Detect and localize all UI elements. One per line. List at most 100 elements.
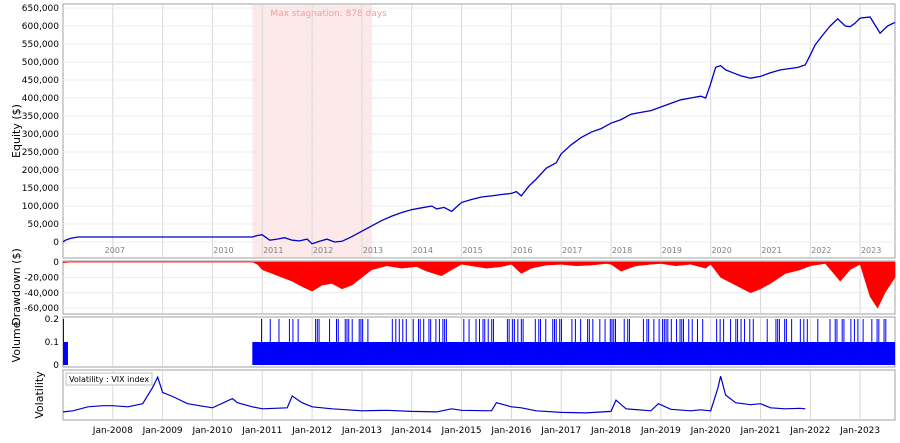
volume-spike-32 <box>438 319 440 365</box>
volume-spike-7 <box>316 319 318 365</box>
volume-spike-73 <box>623 319 625 365</box>
volume-spike-110 <box>791 319 793 365</box>
volume-spike-67 <box>599 319 601 365</box>
x-tick-label-12: Jan-2020 <box>690 426 731 436</box>
volume-spike-10 <box>336 319 338 365</box>
volume-spike-104 <box>766 319 768 365</box>
volume-spike-35 <box>445 319 447 365</box>
volume-spike-90 <box>688 319 690 365</box>
volume-spike-61 <box>571 319 573 365</box>
x-tick-label-14: Jan-2022 <box>789 426 830 436</box>
volume-spike-51 <box>522 319 524 365</box>
equity-y-axis-label: Equity ($) <box>10 104 23 158</box>
volume-spike-9 <box>329 319 331 365</box>
volume-spike-50 <box>520 319 522 365</box>
drawdown-y-tick-2: -40,000 <box>24 289 59 299</box>
volume-spike-89 <box>683 319 685 365</box>
volume-spike-1 <box>269 319 271 365</box>
volume-spike-88 <box>681 319 683 365</box>
volume-spike-113 <box>806 319 808 365</box>
drawdown-area <box>62 261 896 309</box>
equity-year-labels: 2007 2010 2011 2012 2013 2014 2015 2016 2017 2018… <box>105 246 882 255</box>
volume-spike-57 <box>553 319 555 365</box>
equity-y-tick-5: 250,000 <box>22 148 59 158</box>
volatility-line <box>62 375 806 414</box>
volume-spike-112 <box>803 319 805 365</box>
volume-spike-70 <box>611 319 613 365</box>
x-tick-label-4: Jan-2012 <box>291 426 332 436</box>
volume-spike-118 <box>841 319 843 365</box>
volume-panel: 0 0.1 0.2 Volume <box>10 315 896 371</box>
volume-spike-34 <box>444 319 446 365</box>
volume-spike-6 <box>315 319 317 365</box>
volume-spike-78 <box>648 319 650 365</box>
volatility-legend-box <box>65 372 153 386</box>
x-tick-label-10: Jan-2018 <box>590 426 631 436</box>
equity-panel: Max stagnation: 878 days 0 50,000 100,000 1… <box>10 3 896 259</box>
equity-y-tick-1: 50,000 <box>28 220 60 230</box>
volume-spike-101 <box>744 319 746 365</box>
volume-spike-98 <box>735 319 737 365</box>
volatility-y-axis-label: Volatility <box>33 371 46 419</box>
volume-spike-14 <box>348 319 350 365</box>
volume-spike-115 <box>829 319 831 365</box>
volume-spike-114 <box>817 319 819 365</box>
volume-y-tick-labels: 0 0.1 0.2 <box>45 315 60 371</box>
volume-spike-105 <box>775 319 777 365</box>
volume-spike-24 <box>405 319 407 365</box>
volume-spike-85 <box>670 319 672 365</box>
volume-spike-62 <box>574 319 576 365</box>
x-tick-label-8: Jan-2016 <box>490 426 531 436</box>
equity-year-label-3: 2012 <box>313 246 333 255</box>
volume-spike-82 <box>663 319 665 365</box>
volume-spike-126 <box>878 319 880 365</box>
volume-spike-107 <box>778 319 780 365</box>
volume-spike-87 <box>679 319 681 365</box>
volume-spike-76 <box>642 319 644 365</box>
equity-y-tick-3: 150,000 <box>22 184 59 194</box>
volume-spike-111 <box>799 319 801 365</box>
volume-spike-11 <box>337 319 339 365</box>
equity-year-label-12: 2021 <box>761 246 781 255</box>
volume-spike-5 <box>297 319 299 365</box>
volume-spike-18 <box>362 319 364 365</box>
volume-spike-102 <box>749 319 751 365</box>
equity-year-label-10: 2019 <box>662 246 682 255</box>
volume-spike-39 <box>479 319 480 365</box>
volume-spike-8 <box>318 319 320 365</box>
equity-year-label-5: 2014 <box>413 246 433 255</box>
volume-y-axis-label: Volume <box>10 321 23 362</box>
volume-y-tick-1: 0.1 <box>45 338 59 348</box>
volume-spike-109 <box>785 319 787 365</box>
volume-spike-48 <box>513 319 515 365</box>
drawdown-y-axis-label: Drawdown ($) <box>10 248 23 326</box>
equity-y-tick-4: 200,000 <box>22 166 59 176</box>
volatility-panel: Volatility : VIX index Volatility Jan-20… <box>33 369 896 436</box>
volume-spike-77 <box>646 319 648 365</box>
volume-spike-44 <box>492 319 494 365</box>
equity-y-tick-6: 300,000 <box>22 130 59 140</box>
equity-year-label-9: 2018 <box>612 246 632 255</box>
volume-spike-65 <box>588 319 590 365</box>
max-stagnation-label: Max stagnation: 878 days <box>270 9 387 19</box>
volume-spike-95 <box>719 319 721 365</box>
volume-spike-4 <box>292 319 294 365</box>
volume-spike-97 <box>730 319 732 365</box>
volume-y-tick-0: 0 <box>53 361 59 371</box>
volume-spike-66 <box>592 319 594 365</box>
volume-spike-55 <box>545 319 547 365</box>
equity-year-label-2: 2011 <box>263 246 283 255</box>
volume-spike-127 <box>883 319 885 365</box>
volume-spike-94 <box>716 319 718 365</box>
volume-spike-41 <box>484 319 486 365</box>
volume-spike-30 <box>430 319 432 365</box>
volume-spike-46 <box>508 319 510 365</box>
volume-spike-17 <box>360 319 362 365</box>
volume-spike-86 <box>676 319 678 365</box>
volume-spike-21 <box>395 319 397 365</box>
equity-y-tick-9: 450,000 <box>22 76 59 86</box>
volume-spike-79 <box>653 319 655 365</box>
volume-spike-64 <box>587 319 589 365</box>
volume-spike-12 <box>344 319 346 365</box>
